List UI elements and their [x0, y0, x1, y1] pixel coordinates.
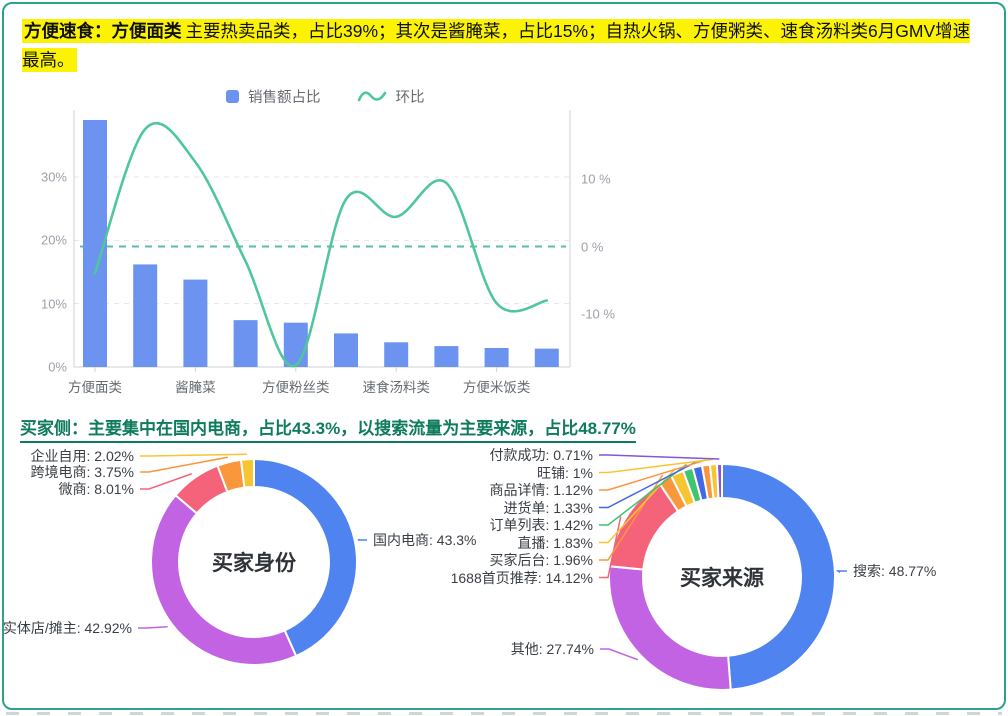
- pie-leader-line: [600, 648, 639, 661]
- pie-label: 直播: 1.83%: [517, 534, 593, 551]
- trend-line[interactable]: [93, 121, 549, 368]
- legend-label: 销售额占比: [248, 90, 321, 106]
- x-axis-label: 方便粉丝类: [262, 380, 330, 395]
- pie-slice[interactable]: [715, 462, 723, 500]
- pie-label: 企业自用: 2.02%: [30, 448, 134, 464]
- pie-leader-line: [599, 454, 720, 460]
- bar[interactable]: [384, 342, 409, 367]
- bar[interactable]: [233, 320, 258, 367]
- y-axis-right-tick-label: 0 %: [581, 239, 604, 254]
- pie-leader-line: [599, 516, 622, 579]
- pie-slice[interactable]: [253, 458, 358, 658]
- pie-label: 国内电商: 43.3%: [373, 532, 477, 548]
- pie-label: 搜索: 48.77%: [853, 563, 937, 579]
- pie-leader-line: [138, 626, 168, 629]
- bottom-edge-dashes: [6, 712, 1002, 715]
- pie-leader-line: [599, 459, 706, 491]
- bar[interactable]: [183, 279, 208, 367]
- pie-leader-line: [357, 538, 367, 541]
- pie-label: 跨境电商: 3.75%: [30, 464, 134, 480]
- pie-leader-line: [140, 473, 193, 490]
- bar[interactable]: [334, 333, 358, 367]
- pie-label: 旺铺: 1%: [536, 464, 593, 481]
- x-axis-label: 方便米饭类: [462, 380, 531, 395]
- wave-legend-icon: [357, 91, 386, 102]
- donut-center-title: 买家身份: [212, 552, 296, 575]
- pie-label: 其他: 27.74%: [510, 641, 594, 657]
- bar[interactable]: [484, 348, 509, 367]
- y-axis-left-tick-label: 30%: [40, 169, 67, 185]
- y-axis-right-tick-label: -10 %: [581, 306, 615, 322]
- pie-label: 进货单: 1.33%: [503, 499, 593, 516]
- bar[interactable]: [434, 346, 459, 367]
- pie-leader-line: [835, 570, 847, 574]
- y-axis-left-tick-label: 0%: [48, 359, 67, 375]
- bar[interactable]: [133, 264, 158, 367]
- pie-label: 付款成功: 0.71%: [489, 447, 593, 463]
- pie-label: 实体店/摊主: 42.92%: [2, 620, 132, 636]
- pie-label: 微商: 8.01%: [58, 481, 134, 497]
- pie-label: 买家后台: 1.96%: [489, 552, 593, 568]
- pie-leader-line: [599, 463, 687, 526]
- donut-center-title: 买家来源: [680, 567, 764, 590]
- x-axis-label: 酱腌菜: [175, 380, 216, 395]
- pie-slice[interactable]: [239, 458, 255, 489]
- pie-slice[interactable]: [150, 494, 298, 666]
- pie-leader-line: [140, 453, 248, 457]
- legend-item-mom[interactable]: 环比: [357, 86, 425, 107]
- pie-leader-line: [599, 468, 676, 544]
- headline: 方便速食：方便面类 主要热卖品类，占比39%；其次是酱腌菜，占比15%；自热火锅、…: [22, 17, 986, 75]
- legend-label: 环比: [395, 90, 425, 106]
- pie-label: 1688首页推荐: 14.12%: [450, 569, 593, 586]
- headline-lead: 方便速食：方便面类: [22, 19, 184, 43]
- bar[interactable]: [534, 348, 559, 367]
- bar-legend-swatch-icon: [226, 90, 239, 103]
- pie-label: 订单列表: 1.42%: [489, 517, 593, 533]
- pie-leader-line: [599, 458, 714, 474]
- pie-label: 商品详情: 1.12%: [489, 482, 593, 498]
- legend-item-sales-share[interactable]: 销售额占比: [226, 86, 321, 107]
- y-axis-left-tick-label: 10%: [40, 296, 67, 312]
- chart-legend: 销售额占比 环比: [226, 86, 425, 107]
- y-axis-right-tick-label: 10 %: [581, 171, 611, 187]
- x-axis-label: 速食汤料类: [362, 380, 430, 395]
- pie-slice[interactable]: [721, 463, 836, 691]
- section2-title: 买家侧：主要集中在国内电商，占比43.3%，以搜索流量为主要来源，占比48.77…: [20, 414, 636, 443]
- bar[interactable]: [283, 322, 308, 367]
- pie-leader-line: [599, 461, 697, 509]
- x-axis-label: 方便面类: [68, 380, 122, 395]
- y-axis-left-tick-label: 20%: [40, 232, 67, 248]
- pie-leader-line: [140, 456, 228, 473]
